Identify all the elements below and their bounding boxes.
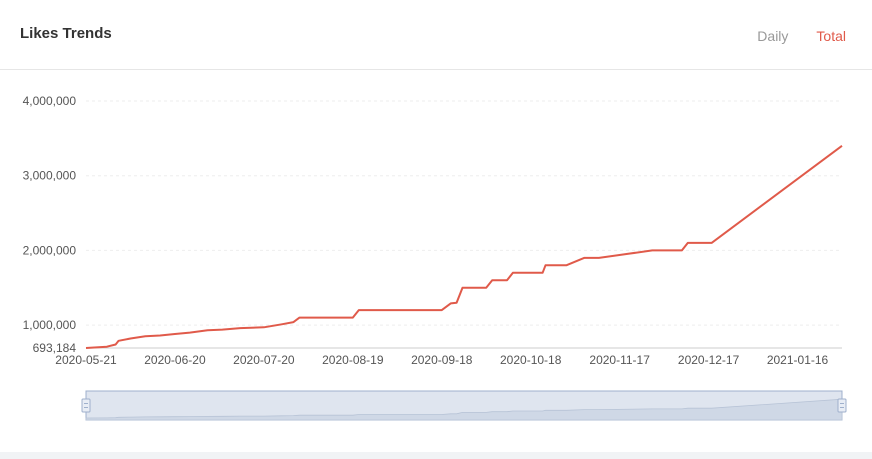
zoom-slider-preview [85, 398, 843, 421]
x-tick-label: 2020-05-21 [55, 353, 117, 367]
y-tick-label: 3,000,000 [23, 169, 77, 183]
likes-line-chart: 693,184 1,000,000 2,000,000 3,000,000 4,000,… [23, 94, 847, 421]
x-tick-label: 2020-12-17 [678, 353, 740, 367]
x-tick-label: 2020-11-17 [589, 353, 650, 367]
chart-title: Likes Trends [20, 25, 112, 42]
y-tick-label: 1,000,000 [23, 318, 77, 332]
y-tick-label: 4,000,000 [23, 94, 77, 108]
footer-band [0, 452, 872, 459]
view-tabs: Daily Total [757, 28, 846, 44]
chart-area: 693,184 1,000,000 2,000,000 3,000,000 4,000,… [0, 71, 872, 451]
y-tick-label: 2,000,000 [23, 243, 77, 257]
x-tick-label: 2020-08-19 [322, 353, 384, 367]
x-tick-label: 2020-06-20 [144, 353, 206, 367]
x-tick-label: 2020-10-18 [500, 353, 562, 367]
tab-total[interactable]: Total [816, 28, 846, 44]
x-tick-label: 2020-07-20 [233, 353, 295, 367]
x-tick-label: 2020-09-18 [411, 353, 473, 367]
zoom-handle-left[interactable] [81, 398, 91, 413]
zoom-handle-right[interactable] [837, 398, 847, 413]
series-line [85, 144, 843, 349]
chart-header: Likes Trends Daily Total [0, 0, 872, 70]
y-tick-label: 693,184 [33, 341, 77, 355]
x-tick-label: 2021-01-16 [767, 353, 829, 367]
tab-daily[interactable]: Daily [757, 28, 789, 44]
